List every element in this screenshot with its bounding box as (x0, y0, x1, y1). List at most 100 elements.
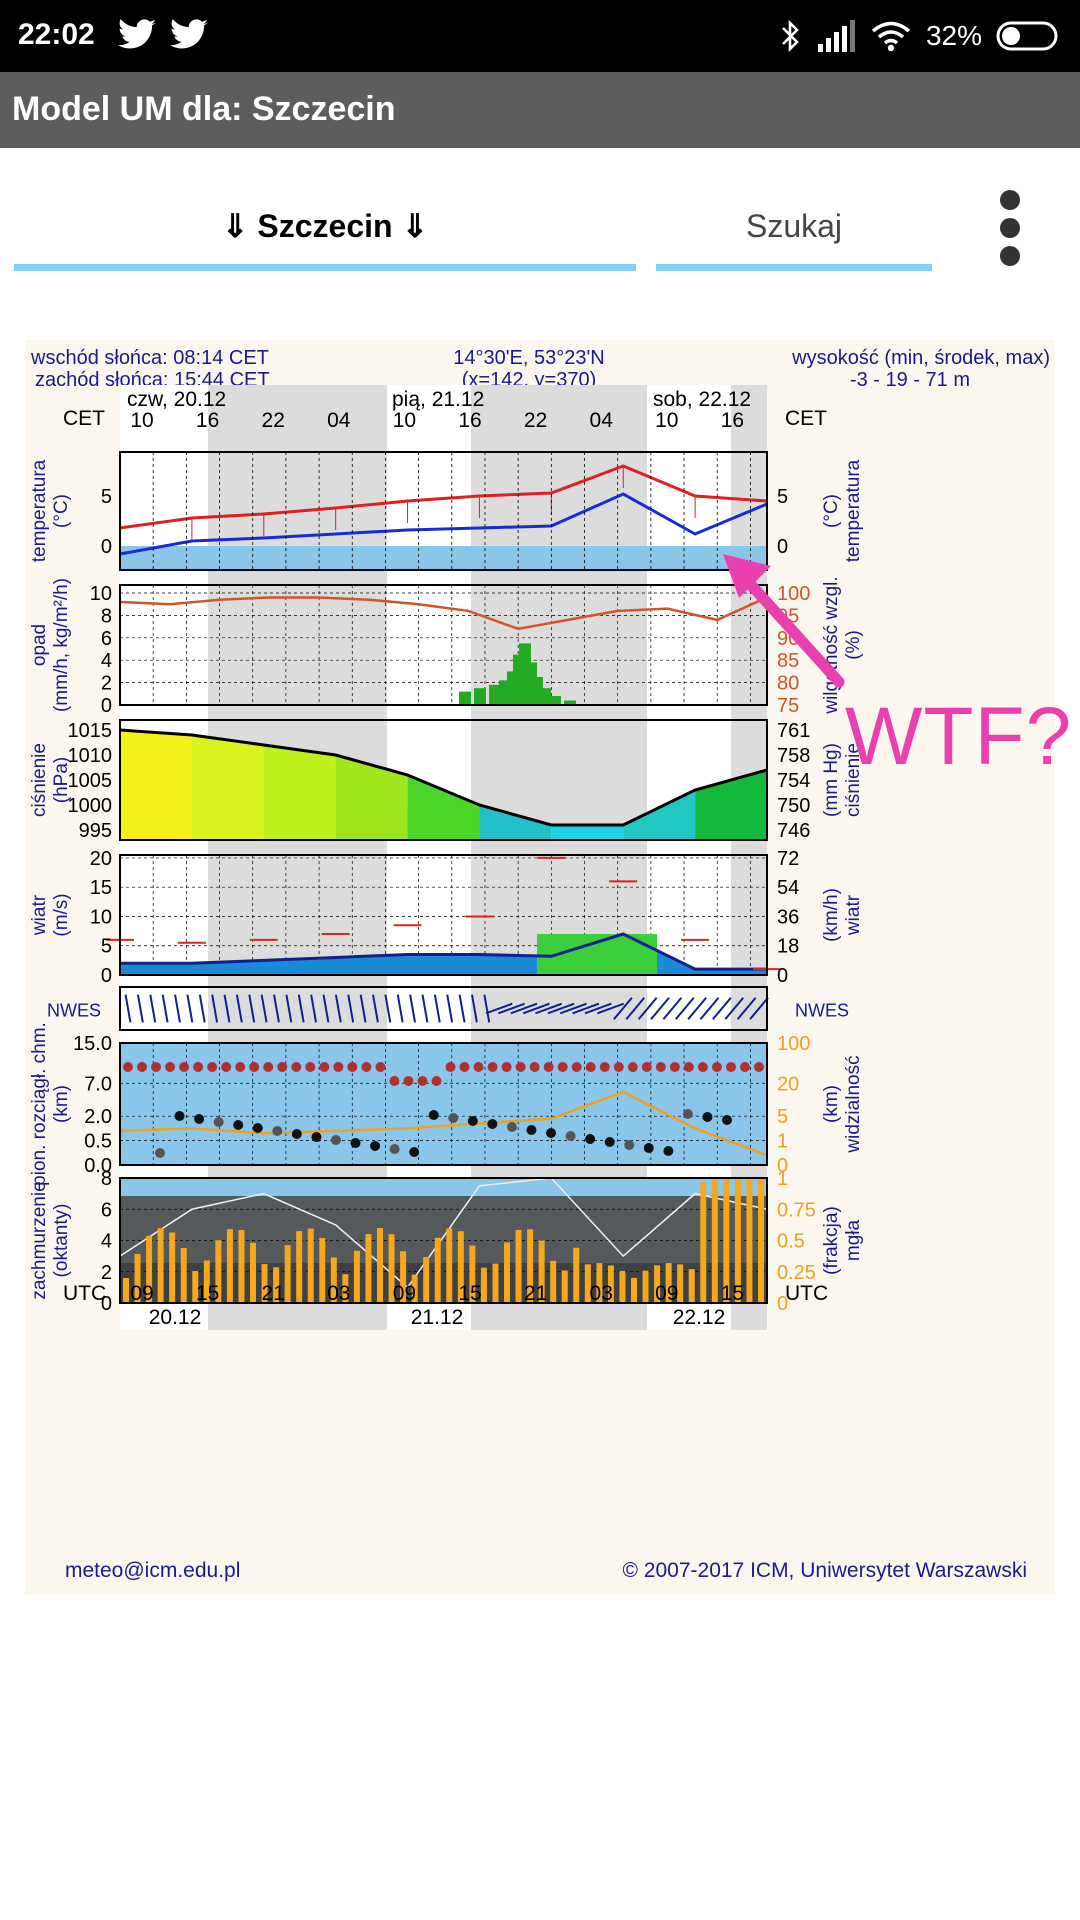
vis-dot (711, 1062, 722, 1072)
fog-bar (169, 1232, 176, 1303)
wind-arrow (483, 994, 491, 1023)
fog-bar (134, 1254, 141, 1303)
vis-dot (627, 1062, 638, 1072)
fog-bar (723, 1178, 730, 1303)
tab-search[interactable]: Szukaj (745, 207, 843, 244)
day-label-bottom: 20.12 (149, 1306, 202, 1329)
fog-bar (307, 1228, 314, 1303)
tick-right: 36 (777, 906, 799, 928)
tick-left: 2 (101, 1262, 112, 1284)
tick-right: 750 (777, 795, 810, 817)
wind-arrow (186, 994, 194, 1023)
axis-title-right: mgła (843, 1219, 864, 1261)
hour-label-cet: 22 (524, 409, 547, 432)
hour-label-cet: 10 (130, 409, 153, 432)
axis-title-left: (km) (51, 1085, 72, 1123)
app-bar: Model UM dla: Szczecin (0, 72, 1080, 148)
tab-city-indicator (14, 264, 636, 271)
wind-arrow (510, 1002, 538, 1015)
vis-dot (571, 1062, 582, 1072)
fog-bar (353, 1250, 360, 1303)
wind-arrow (613, 997, 633, 1020)
utc-label-left: UTC (63, 1282, 106, 1305)
tick-right: 100 (777, 1033, 810, 1055)
wind-arrow (161, 994, 169, 1023)
vis-dot (193, 1062, 204, 1072)
wind-arrow (359, 994, 367, 1023)
cloud-dot (272, 1126, 283, 1136)
axis-title-left: (mm/h, kg/m²/h) (51, 578, 72, 712)
fog-bar (504, 1242, 510, 1303)
wind-arrow (149, 994, 157, 1023)
tick-left: 0.5 (84, 1131, 112, 1153)
cloud-dot (702, 1112, 713, 1122)
wind-arrow (625, 997, 646, 1020)
tab-city[interactable]: ⇓ Szczecin ⇓ (221, 208, 429, 244)
wind-arrow (572, 1002, 600, 1015)
wind-arrow (637, 997, 658, 1020)
cloud-dot (604, 1137, 615, 1147)
tick-left: 2 (101, 673, 112, 695)
wind-arrow (712, 997, 732, 1020)
wind-arrow (584, 1002, 612, 1015)
hour-label-cet: 04 (327, 409, 351, 432)
fog-bar (515, 1229, 522, 1303)
tick-right: 5 (777, 486, 788, 508)
tick-right: 80 (777, 673, 799, 695)
fog-bar (446, 1228, 453, 1303)
precip-bar (489, 684, 501, 705)
hour-label-utc: 15 (721, 1282, 744, 1305)
meteogram-chart: wschód słońca: 08:14 CET zachód słońca: … (29, 347, 1050, 1582)
cloud-dot (467, 1116, 478, 1126)
vis-dot (291, 1062, 302, 1072)
fog-bar (192, 1270, 199, 1303)
tick-left: 15 (90, 877, 112, 899)
tick-left: 0.0 (84, 1155, 112, 1177)
cloud-dot (155, 1148, 165, 1158)
cloud-dot (585, 1134, 596, 1144)
twitter-icon (118, 19, 156, 49)
footer-email[interactable]: meteo@icm.edu.pl (65, 1559, 240, 1582)
overflow-menu-icon[interactable] (995, 190, 1025, 270)
axis-title-left: (m/s) (51, 893, 72, 936)
vis-dot (487, 1062, 498, 1072)
bluetooth-icon (782, 19, 799, 53)
vis-dot (361, 1062, 372, 1072)
cloud-dot (506, 1122, 517, 1132)
axis-title-left: temperatura (29, 459, 50, 562)
wind-arrow (674, 997, 695, 1020)
tick-left: 0 (101, 1293, 112, 1315)
hour-label-utc: 21 (524, 1282, 547, 1305)
vis-dot (585, 1062, 596, 1072)
cloud-dot (389, 1144, 400, 1154)
cloud-dot (682, 1109, 693, 1119)
fog-bar (388, 1234, 395, 1303)
pressure-fill (407, 775, 480, 840)
wind-arrow (597, 1002, 625, 1015)
tick-left: 6 (101, 628, 112, 650)
panel-frame (119, 854, 768, 976)
fog-bar (157, 1228, 164, 1303)
night-stripe (208, 385, 387, 1330)
cloud-sky (120, 1178, 767, 1196)
tick-right: 100 (777, 583, 810, 605)
fog-bar (711, 1178, 718, 1303)
tick-right: 54 (777, 877, 799, 899)
panel-frame (119, 1042, 768, 1166)
tick-left: 8 (101, 605, 112, 627)
fog-bar (469, 1245, 476, 1303)
wind-arrow (699, 997, 720, 1020)
fog-bar (457, 1231, 464, 1303)
tick-left: 10 (90, 906, 112, 928)
wind-arrow (136, 994, 144, 1023)
pressure-fill (623, 790, 696, 840)
fog-bar (573, 1247, 580, 1303)
wind-arrow (211, 994, 219, 1023)
cloud-dot (448, 1113, 459, 1123)
wind-arrow (749, 997, 769, 1020)
fog-bar (342, 1274, 349, 1303)
cloud-dot (350, 1138, 361, 1148)
hour-label-cet: 10 (655, 409, 678, 432)
fog-bar (480, 1267, 487, 1303)
cloud-line (119, 1177, 768, 1289)
